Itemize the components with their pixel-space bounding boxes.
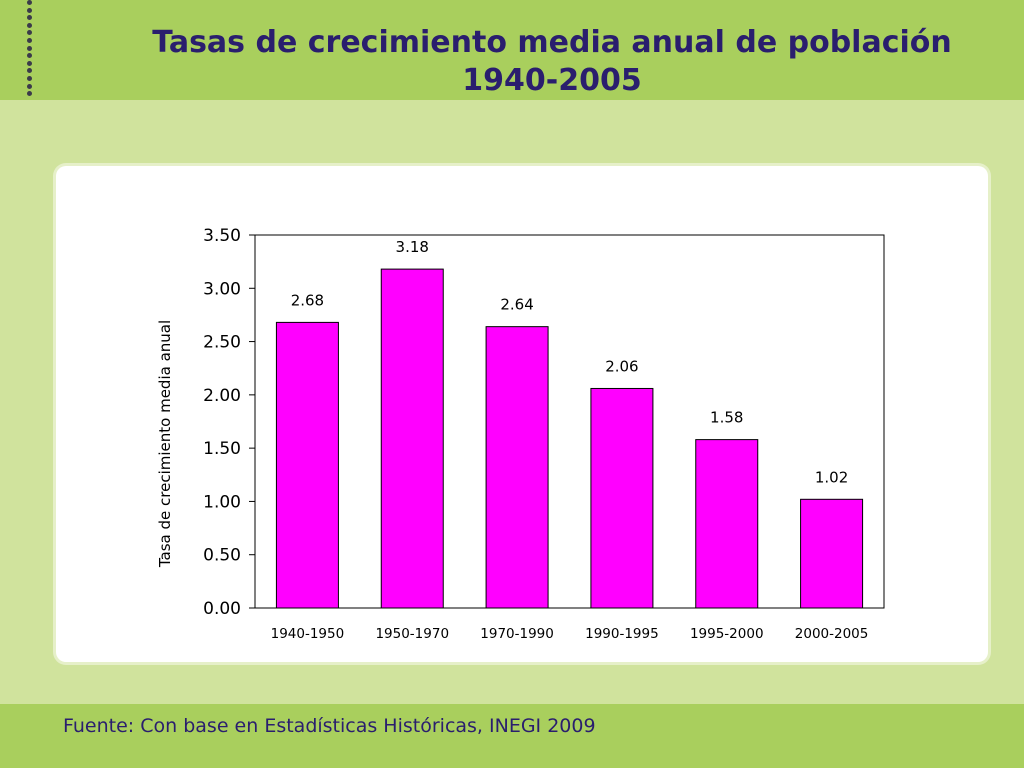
y-tick-label: 1.50 (203, 439, 241, 459)
decoration-dot (26, 91, 32, 97)
title-line-1: Tasas de crecimiento media anual de pobl… (152, 25, 952, 60)
decoration-dot (26, 60, 32, 66)
y-axis-label: Tasa de crecimiento media anual (156, 320, 174, 568)
bar (380, 268, 444, 609)
data-label: 2.68 (291, 291, 324, 309)
data-label: 1.58 (710, 409, 743, 427)
decoration-dot (26, 7, 32, 13)
footer-band (0, 704, 1024, 768)
x-tick-label: 1970-1990 (480, 626, 554, 642)
source-note: Fuente: Con base en Estadísticas Históri… (63, 715, 596, 737)
header-band (0, 0, 1024, 100)
data-label: 2.06 (605, 357, 638, 375)
x-tick-label: 1990-1995 (585, 626, 659, 642)
bar (800, 498, 864, 609)
title-line-2: 1940-2005 (462, 63, 642, 98)
decoration-dot (26, 53, 32, 59)
bar (695, 439, 759, 609)
plot-area-border (254, 234, 885, 609)
y-tick-label: 3.00 (203, 279, 241, 299)
data-label: 2.64 (500, 296, 533, 314)
y-tick-label: 2.50 (203, 333, 241, 353)
decoration-dot (26, 37, 32, 43)
decoration-dot (26, 75, 32, 81)
decoration-dot (26, 15, 32, 21)
slide-title: Tasas de crecimiento media anual de pobl… (80, 24, 1024, 100)
data-label: 1.02 (815, 468, 848, 486)
dotted-line-decoration (25, 0, 33, 97)
bar (590, 387, 654, 609)
x-tick-label: 1940-1950 (271, 626, 345, 642)
x-tick-label: 1950-1970 (375, 626, 449, 642)
data-label: 3.18 (396, 238, 429, 256)
x-tick-label: 2000-2005 (795, 626, 869, 642)
decoration-dot (26, 0, 32, 5)
y-tick-label: 0.50 (203, 546, 241, 566)
decoration-dot (26, 45, 32, 51)
x-tick-label: 1995-2000 (690, 626, 764, 642)
decoration-dot (26, 22, 32, 28)
y-tick-label: 0.00 (203, 599, 241, 619)
bar (275, 321, 339, 609)
decoration-dot (26, 83, 32, 89)
decoration-dot (26, 30, 32, 36)
y-tick-label: 3.50 (203, 226, 241, 246)
y-tick-label: 2.00 (203, 386, 241, 406)
decoration-dot (26, 68, 32, 74)
y-tick-label: 1.00 (203, 492, 241, 512)
bar-chart: Tasa de crecimiento media anual 0.00 0.50… (156, 226, 885, 642)
bar (485, 326, 549, 609)
